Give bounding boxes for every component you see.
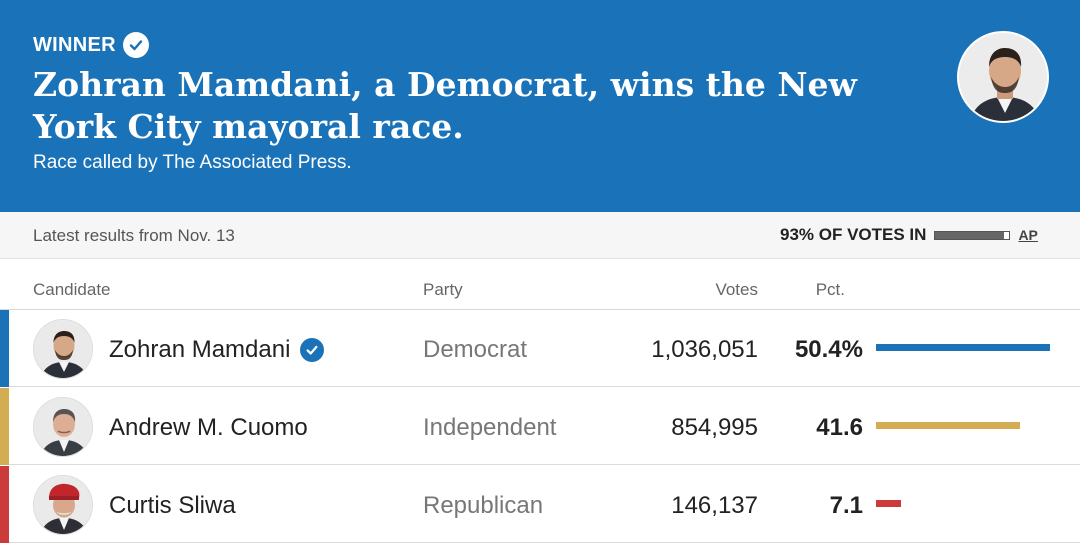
candidate-avatar [33,397,93,457]
table-row: Andrew M. Cuomo Independent 854,995 41.6 [0,388,1080,465]
vote-share-bar [876,500,901,507]
candidate-name: Andrew M. Cuomo [109,414,308,441]
race-called-note: Race called by The Associated Press. [33,152,352,173]
party-color-edge [0,310,9,387]
winner-label: WINNER [33,33,116,56]
party-color-edge [0,388,9,465]
vote-percentage: 41.6 [816,414,863,441]
column-header-party: Party [423,280,463,299]
results-status-bar: Latest results from Nov. 13 93% OF VOTES… [0,212,1080,259]
party-color-edge [0,466,9,543]
winner-banner: WINNER Zohran Mamdani, a Democrat, wins … [0,0,1080,212]
table-row: Zohran Mamdani Democrat 1,036,051 50.4% [0,310,1080,387]
candidate-name: Curtis Sliwa [109,492,236,519]
party-name: Republican [423,492,544,519]
votes-in-label: 93% OF VOTES IN [780,225,927,244]
candidate-name-cell: Curtis Sliwa [109,492,236,520]
verified-check-icon [300,338,325,362]
ap-source-link[interactable]: AP [1018,227,1038,243]
header-divider [0,309,1080,310]
latest-results-date: Latest results from Nov. 13 [33,226,235,245]
party-name: Democrat [423,336,528,363]
votes-in-indicator: 93% OF VOTES IN AP [780,225,1038,245]
votes-in-meter-fill [935,231,1005,239]
headline: Zohran Mamdani, a Democrat, wins the New… [33,65,857,146]
winner-tag: WINNER [33,32,149,58]
vote-count: 146,137 [671,492,758,519]
vote-count: 854,995 [671,414,758,441]
column-header-votes: Votes [715,280,758,299]
vote-share-bar [876,422,1020,429]
candidate-name-cell: Andrew M. Cuomo [109,414,308,442]
winner-portrait [957,31,1049,123]
votes-in-meter [934,230,1011,240]
vote-count: 1,036,051 [651,336,758,363]
candidate-avatar [33,319,93,379]
candidate-avatar [33,475,93,535]
candidate-name-cell: Zohran Mamdani [109,336,325,364]
vote-share-bar [876,344,1050,351]
column-header-candidate: Candidate [33,280,111,299]
vote-percentage: 7.1 [829,492,863,519]
column-header-pct: Pct. [815,280,845,299]
vote-percentage: 50.4% [794,336,863,363]
candidate-name: Zohran Mamdani [109,336,291,363]
check-circle-icon [122,32,149,58]
table-row: Curtis Sliwa Republican 146,137 7.1 [0,466,1080,543]
party-name: Independent [423,414,557,441]
